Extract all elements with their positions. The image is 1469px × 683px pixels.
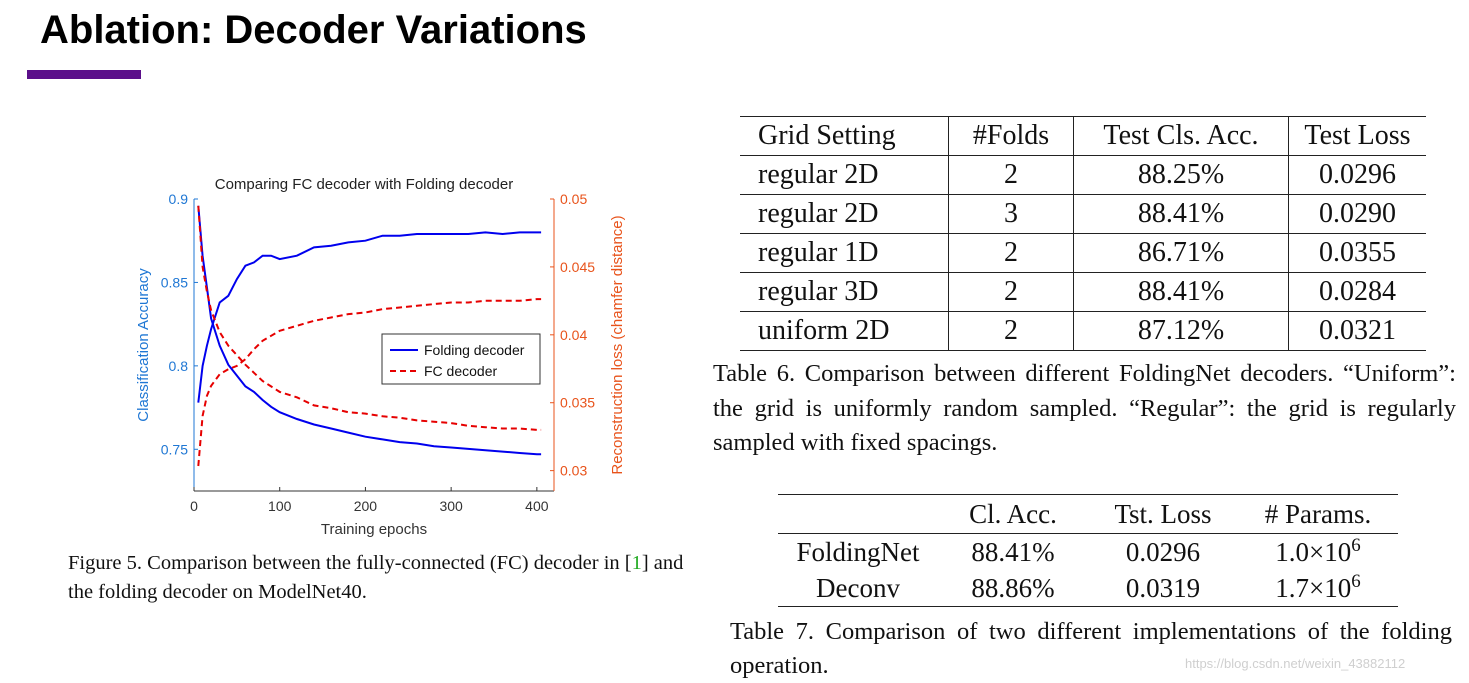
table-cell: 88.86%: [938, 570, 1088, 607]
params-base: 1.0×10: [1275, 536, 1352, 567]
params-exponent: 6: [1351, 570, 1361, 592]
y-left-tick-label: 0.85: [161, 274, 188, 290]
header-cell: Grid Setting: [740, 116, 949, 156]
header-cell: Test Loss: [1288, 116, 1426, 156]
y-left-tick-label: 0.75: [161, 441, 188, 457]
table-cell: 2: [948, 272, 1074, 312]
y-right-tick-label: 0.04: [560, 327, 587, 343]
table-row: regular 2D 3 88.41% 0.0290: [740, 194, 1426, 234]
table-cell: regular 2D: [740, 155, 949, 195]
citation-link[interactable]: 1: [631, 552, 642, 574]
table-cell: regular 2D: [740, 194, 949, 234]
table-row: FoldingNet 88.41% 0.0296 1.0×106: [778, 534, 1398, 571]
title-accent-bar: [27, 70, 141, 79]
comparison-chart: 0 100 200 300 400 0.75 0.8 0.85 0.9 0.03 0.035 0.04…: [135, 176, 626, 538]
table-cell: 0.0321: [1288, 311, 1426, 351]
x-tick-label: 200: [354, 498, 378, 514]
series-line-folding-decoder-loss: [197, 205, 542, 456]
table-cell: 0.0355: [1288, 233, 1426, 273]
figure-5-label: Figure 5.: [68, 552, 143, 574]
table-header-row: Grid Setting #Folds Test Cls. Acc. Test …: [740, 116, 1426, 156]
table-cell: 1.0×106: [1238, 534, 1398, 571]
x-axis-label: Training epochs: [321, 521, 427, 538]
table-row: uniform 2D 2 87.12% 0.0321: [740, 311, 1426, 351]
legend-box: [381, 333, 541, 385]
table-cell: 3: [948, 194, 1074, 234]
params-exponent: 6: [1351, 534, 1361, 556]
series-line-folding-decoder-accuracy: [197, 231, 542, 403]
table-cell: 0.0319: [1088, 570, 1238, 607]
header-cell: Cl. Acc.: [938, 494, 1088, 534]
x-tick-label: 0: [190, 498, 198, 514]
params-base: 1.7×10: [1275, 572, 1352, 603]
y-right-axis-label: Reconstruction loss (chamfer distance): [609, 215, 626, 474]
table-6: Grid Setting #Folds Test Cls. Acc. Test …: [740, 116, 1426, 351]
x-tick-label: 300: [439, 498, 463, 514]
table-cell: 2: [948, 155, 1074, 195]
table-cell: 1.7×106: [1238, 570, 1398, 607]
table-cell: 2: [948, 233, 1074, 273]
table-cell: 88.41%: [971, 536, 1055, 567]
series-line-fc-decoder-accuracy: [197, 298, 542, 467]
watermark: https://blog.csdn.net/weixin_43882112: [1185, 656, 1406, 671]
table-cell: FoldingNet: [796, 536, 920, 567]
table-cell: 87.12%: [1073, 311, 1289, 351]
table-cell: regular 1D: [740, 233, 949, 273]
y-right-tick-label: 0.03: [560, 463, 587, 479]
table-row: Deconv 88.86% 0.0319 1.7×106: [778, 570, 1398, 607]
y-left-axis-label: Classification Accuracy: [135, 268, 152, 422]
table-cell: 0.0296: [1125, 536, 1201, 567]
legend-label: Folding decoder: [424, 342, 525, 358]
table-cell: 86.71%: [1073, 233, 1289, 273]
table-cell: uniform 2D: [740, 311, 949, 351]
table-cell: 88.41%: [1073, 194, 1289, 234]
table-cell: 2: [948, 311, 1074, 351]
table-cell: Deconv: [778, 570, 938, 607]
y-left-tick-label: 0.8: [169, 358, 189, 374]
table-cell: 0.0296: [1288, 155, 1426, 195]
header-cell: Tst. Loss: [1088, 494, 1238, 534]
y-right-tick-label: 0.035: [560, 395, 595, 411]
slide-title: Ablation: Decoder Variations: [40, 8, 587, 52]
x-tick-label: 400: [525, 498, 549, 514]
table-7-caption: Table 7. Comparison of two different imp…: [730, 618, 1452, 679]
table-7: Cl. Acc. Tst. Loss # Params. FoldingNet …: [778, 494, 1398, 607]
table-cell: regular 3D: [740, 272, 949, 312]
table-header-row: Cl. Acc. Tst. Loss # Params.: [778, 494, 1398, 534]
y-right-tick-label: 0.05: [560, 191, 587, 207]
table-cell: 0.0290: [1288, 194, 1426, 234]
figure-5-caption: Figure 5. Comparison between the fully-c…: [68, 549, 693, 607]
y-right-tick-label: 0.045: [560, 259, 595, 275]
series-line-fc-decoder-loss: [197, 205, 542, 431]
header-cell: Test Cls. Acc.: [1073, 116, 1289, 156]
table-cell: 88.25%: [1073, 155, 1289, 195]
table-cell: 0.0284: [1288, 272, 1426, 312]
table-row: regular 1D 2 86.71% 0.0355: [740, 233, 1426, 273]
header-cell: #Folds: [948, 116, 1074, 156]
table-row: regular 2D 2 88.25% 0.0296: [740, 155, 1426, 195]
header-cell: # Params.: [1238, 494, 1398, 534]
header-cell: [778, 494, 938, 534]
chart-title: Comparing FC decoder with Folding decode…: [215, 176, 513, 193]
table-row: regular 3D 2 88.41% 0.0284: [740, 272, 1426, 312]
table-6-caption: Table 6. Comparison between different Fo…: [713, 360, 1456, 456]
y-left-tick-label: 0.9: [169, 191, 189, 207]
figure-5-text-2: ] and the folding decoder on ModelNet40.: [68, 552, 684, 603]
legend-label: FC decoder: [424, 363, 497, 379]
table-cell: 88.41%: [1073, 272, 1289, 312]
x-tick-label: 100: [268, 498, 292, 514]
figure-5-text-1: Comparison between the fully-connected (…: [147, 552, 632, 574]
